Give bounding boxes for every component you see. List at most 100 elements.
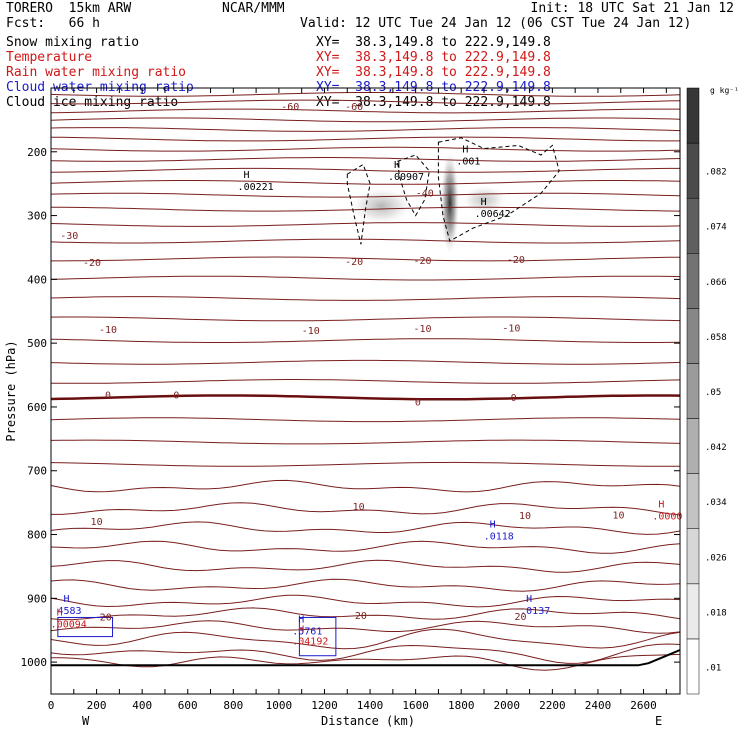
x-tick-label: 0 xyxy=(48,699,55,712)
y-tick-label: 800 xyxy=(27,529,47,542)
isotherm-label: -10 xyxy=(99,325,117,336)
isotherm-label: 10 xyxy=(612,510,624,521)
isotherm-line xyxy=(50,316,681,322)
isotherm-line xyxy=(50,628,681,650)
isotherm-line xyxy=(50,222,681,227)
isotherm-line xyxy=(50,136,680,142)
isotherm-label: 20 xyxy=(514,612,526,623)
isotherm-label: -20 xyxy=(345,257,363,268)
valid-time: Valid: 12 UTC Tue 24 Jan 12 (06 CST Tue … xyxy=(300,16,692,31)
isotherm-line xyxy=(50,146,681,152)
x-tick-label: 1800 xyxy=(448,699,475,712)
isotherm-line xyxy=(50,92,681,97)
isotherm-line xyxy=(50,275,681,281)
snow-contour xyxy=(437,137,560,242)
terrain-line xyxy=(51,649,681,667)
x-axis-label: Distance (km) xyxy=(321,714,415,728)
extremum-value: .00907 xyxy=(388,172,424,183)
isotherm-line xyxy=(50,620,681,634)
isotherm-label: -40 xyxy=(416,188,434,199)
colorbar-label: .018 xyxy=(705,608,727,618)
isotherm-label: -30 xyxy=(60,231,78,242)
colorbar-label: .01 xyxy=(705,663,721,673)
y-axis-label: Pressure (hPa) xyxy=(4,340,18,441)
isotherm-line xyxy=(51,256,681,262)
colorbar-band xyxy=(686,197,700,254)
field-xy-temperature: XY= 38.3,149.8 to 222.9,149.8 xyxy=(316,50,551,65)
x-tick-label: 2000 xyxy=(494,699,521,712)
field-name-temperature: Temperature xyxy=(6,50,93,65)
isotherm-label: -60 xyxy=(345,102,363,113)
isotherm-line xyxy=(50,540,681,554)
colorbar-band xyxy=(686,253,700,309)
x-tick-label: 1200 xyxy=(311,699,338,712)
isotherm-line xyxy=(50,607,681,621)
y-tick-label: 900 xyxy=(27,592,47,605)
isotherm-label: 0 xyxy=(105,390,111,401)
y-tick-label: 600 xyxy=(27,401,47,414)
isotherm-line xyxy=(50,117,681,123)
isotherm-line xyxy=(50,417,681,423)
isotherm-line xyxy=(50,127,681,132)
isotherm-label: 20 xyxy=(100,612,112,623)
extremum-value: .04192 xyxy=(292,637,328,648)
extremum-value: .0118 xyxy=(484,531,514,542)
isotherm-line xyxy=(50,192,681,198)
isotherm-label: -10 xyxy=(302,326,320,337)
y-tick-label: 700 xyxy=(27,465,47,478)
x-tick-label: 2600 xyxy=(630,699,657,712)
isotherm-label: -10 xyxy=(502,323,520,334)
extremum-marker: H xyxy=(244,170,250,181)
field-xy-snow: XY= 38.3,149.8 to 222.9,149.8 xyxy=(316,35,551,50)
center-label: NCAR/MMM xyxy=(222,1,285,16)
isotherm-zero xyxy=(50,394,681,401)
cloud-ice-patch xyxy=(351,188,412,225)
isotherm-line xyxy=(50,180,681,185)
isotherm-line xyxy=(50,594,681,608)
isotherm-label: -60 xyxy=(281,102,299,113)
east-label: E xyxy=(655,714,662,728)
cloud-ice-core xyxy=(440,152,459,254)
snow-contour xyxy=(396,154,430,217)
cloud-water-contour xyxy=(298,616,337,657)
x-tick-label: 2400 xyxy=(585,699,612,712)
extremum-marker: H xyxy=(526,594,532,605)
isotherm-label: 10 xyxy=(353,502,365,513)
field-name-rain: Rain water mixing ratio xyxy=(6,65,187,80)
isotherm-line xyxy=(50,359,681,365)
isotherm-label: -20 xyxy=(413,256,431,267)
colorbar-band xyxy=(686,638,700,695)
isotherm-label: 0 xyxy=(173,390,179,401)
isotherm-line xyxy=(50,157,681,162)
y-tick-label: 500 xyxy=(27,337,47,350)
colorbar-band xyxy=(686,363,700,419)
extremum-value: .5761 xyxy=(292,626,322,637)
x-tick-label: 600 xyxy=(178,699,198,712)
extremum-value: .0137 xyxy=(520,606,550,617)
isotherm-line xyxy=(50,296,681,301)
cloud-ice-patch xyxy=(462,185,507,214)
init-time: Init: 18 UTC Sat 21 Jan 12 xyxy=(530,1,735,16)
x-tick-label: 200 xyxy=(87,699,107,712)
forecast-hour: Fcst: 66 h xyxy=(6,16,100,31)
y-tick-label: 300 xyxy=(27,210,47,223)
extremum-marker: H xyxy=(57,607,63,618)
isotherm-label: 20 xyxy=(355,611,367,622)
extremum-marker: H xyxy=(490,519,496,530)
colorbar-label: .058 xyxy=(705,333,727,343)
extremum-marker: H xyxy=(64,594,70,605)
colorbar-band xyxy=(686,418,700,474)
extremum-marker: H xyxy=(298,625,304,636)
colorbar-band xyxy=(686,528,700,585)
isotherm-line xyxy=(50,99,681,105)
extremum-value: .00221 xyxy=(238,182,274,193)
extremum-value: 4583 xyxy=(58,606,82,617)
colorbar-units: g kg⁻¹ xyxy=(710,86,739,95)
isotherm-label: 0 xyxy=(511,393,517,404)
colorbar-band xyxy=(686,473,700,529)
isotherm-label: -10 xyxy=(413,324,431,335)
isotherm-line xyxy=(50,108,680,114)
colorbar-label: .05 xyxy=(705,388,721,398)
isotherm-line xyxy=(50,379,681,384)
